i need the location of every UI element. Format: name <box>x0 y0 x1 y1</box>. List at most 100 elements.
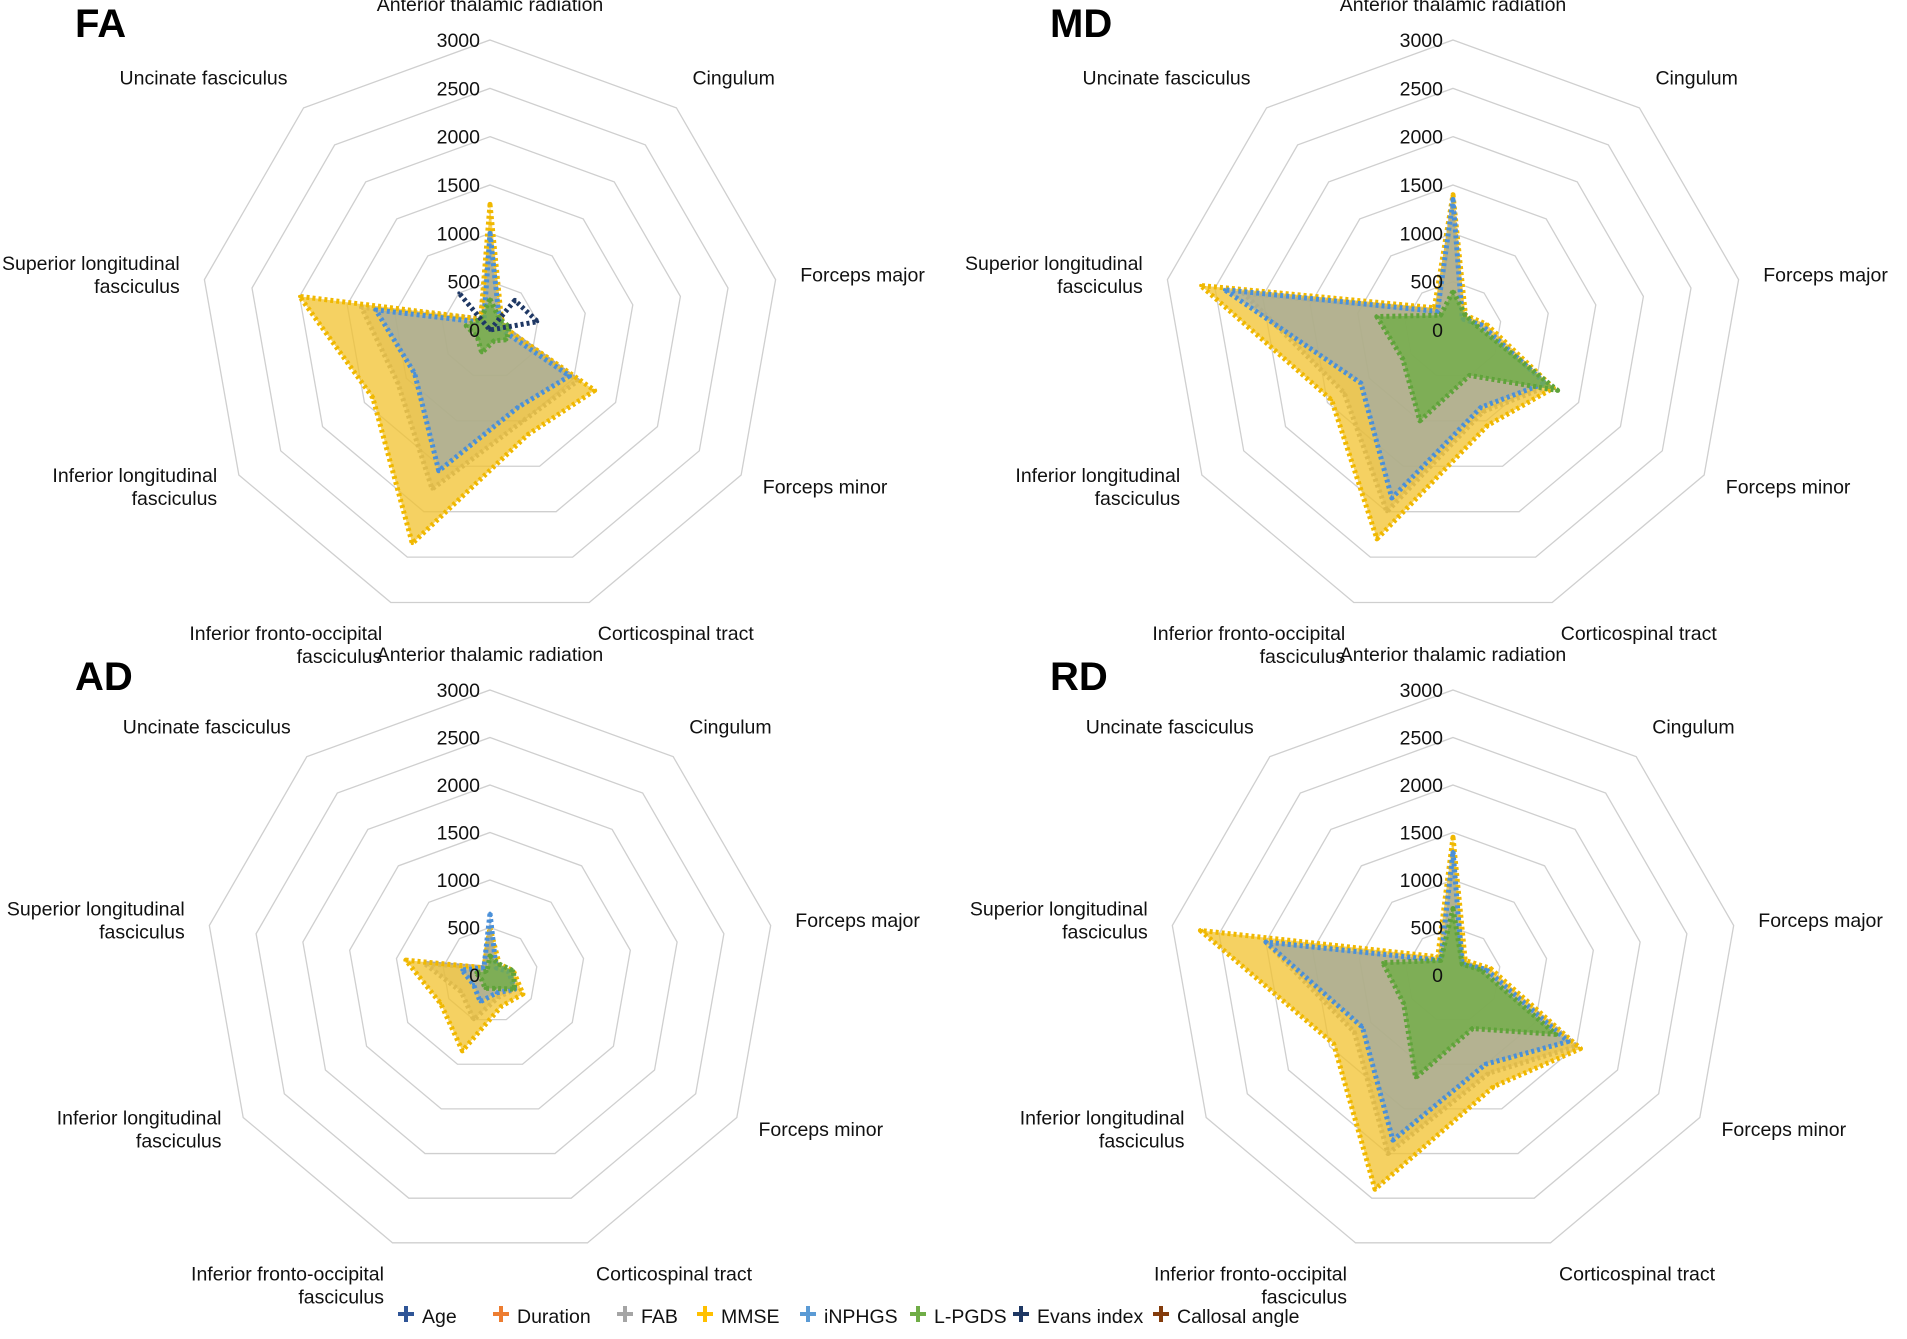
point-l-pgds-3 <box>511 969 515 973</box>
axis-label-line: Forceps minor <box>1721 1119 1846 1141</box>
point-inphgs-1 <box>1451 197 1455 202</box>
point-l-pgds-8 <box>1375 314 1379 319</box>
tick-label: 1000 <box>437 870 481 892</box>
axis-label-line: Inferior longitudinal <box>52 465 217 487</box>
point-l-pgds-6 <box>483 986 487 990</box>
axis-label-inferior-fronto-occipital-fasciculus: Inferior fronto-occipital fasciculus <box>189 623 382 668</box>
point-l-pgds-4 <box>505 338 509 342</box>
point-mmse-8 <box>1199 283 1203 288</box>
tick-label: 1000 <box>1400 223 1444 245</box>
legend-label: iNPHGS <box>824 1306 898 1328</box>
legend-marker <box>800 1306 816 1322</box>
tick-labels: 0 500 1000 1500 2000 2500 3000 <box>437 680 481 987</box>
axis-label-line: Inferior fronto-occipital <box>191 1263 384 1285</box>
point-inphgs-9 <box>482 966 486 970</box>
point-l-pgds-8 <box>474 970 478 975</box>
point-l-pgds-3 <box>1479 968 1483 972</box>
point-inphgs-8 <box>374 308 378 312</box>
point-inphgs-4 <box>1566 1039 1570 1044</box>
point-l-pgds-9 <box>485 969 489 973</box>
axis-label-forceps-major: Forceps major <box>795 910 920 932</box>
axis-label-uncinate-fasciculus: Uncinate fasciculus <box>1083 68 1251 90</box>
point-l-pgds-7 <box>480 978 484 982</box>
grid-ring <box>1171 689 1735 1244</box>
point-l-pgds-6 <box>1414 1076 1418 1080</box>
point-inphgs-6 <box>1390 496 1394 500</box>
point-mmse-5 <box>526 432 530 437</box>
axis-label-uncinate-fasciculus: Uncinate fasciculus <box>123 717 291 739</box>
point-l-pgds-6 <box>480 351 484 355</box>
point-inphgs-5 <box>1479 405 1483 409</box>
point-l-pgds-7 <box>475 335 480 339</box>
legend-label: Duration <box>517 1306 591 1328</box>
axis-label-cingulum: Cingulum <box>1655 68 1737 90</box>
axis-label-corticospinal-tract: Corticospinal tract <box>598 623 755 645</box>
legend-item-callosal-angle: Callosal angle <box>1153 1306 1300 1328</box>
axis-label-corticospinal-tract: Corticospinal tract <box>1561 623 1718 645</box>
axis-label-line: fasciculus <box>1261 1286 1347 1308</box>
tick-label: 0 <box>1432 965 1443 987</box>
point-l-pgds-9 <box>1439 958 1443 963</box>
axis-label-cingulum: Cingulum <box>692 68 774 90</box>
grid-ring <box>255 736 725 1199</box>
point-inphgs-8 <box>1222 288 1227 292</box>
axis-label-line: Inferior longitudinal <box>1015 465 1180 487</box>
legend-marker <box>493 1306 509 1322</box>
series-l-pgds-md <box>1374 288 1561 424</box>
point-inphgs-7 <box>1360 1025 1365 1029</box>
point-mmse-4 <box>1578 1047 1583 1051</box>
point-mmse-4 <box>593 388 597 393</box>
axis-label-line: Corticospinal tract <box>598 623 755 645</box>
legend-marker-v <box>623 1306 627 1322</box>
tick-label: 3000 <box>1400 30 1444 52</box>
point-inphgs-1 <box>488 911 492 915</box>
legend-item-evans-index: Evans index <box>1013 1306 1143 1328</box>
axis-label-line: fasciculus <box>1099 1131 1185 1153</box>
series-evans-index-fa <box>456 290 541 333</box>
point-l-pgds-2 <box>1460 962 1464 966</box>
axis-label-forceps-minor: Forceps minor <box>763 477 888 499</box>
legend-marker-v <box>404 1306 408 1322</box>
panel-title-fa: FA <box>75 2 126 46</box>
axis-label-line: fasciculus <box>99 922 185 944</box>
axis-label-line: fasciculus <box>1095 488 1181 510</box>
axis-label-line: Inferior fronto-occipital <box>1152 623 1345 645</box>
legend-item-age: Age <box>398 1306 457 1328</box>
point-l-pgds-7 <box>1401 357 1405 361</box>
axis-label-forceps-major: Forceps major <box>1758 910 1883 932</box>
panel-title-md: MD <box>1050 2 1112 46</box>
axis-label-line: Uncinate fasciculus <box>1086 717 1254 739</box>
axis-label-line: Forceps minor <box>758 1119 883 1141</box>
point-mmse-8 <box>404 958 408 962</box>
point-evans-index-8 <box>488 328 492 332</box>
tick-label: 1500 <box>437 823 481 845</box>
axis-label-superior-longitudinal-fasciculus: Superior longitudinal fasciculus <box>7 899 185 944</box>
point-evans-index-3 <box>535 320 540 324</box>
point-mmse-7 <box>439 1001 443 1006</box>
axis-labels: Anterior thalamic radiation Cingulum Force… <box>965 0 1888 668</box>
legend-marker-v <box>1159 1306 1163 1322</box>
point-inphgs-5 <box>494 991 499 995</box>
axis-label-inferior-fronto-occipital-fasciculus: Inferior fronto-occipital fasciculus <box>1154 1263 1347 1308</box>
point-l-pgds-6 <box>1418 419 1422 423</box>
point-mmse-1 <box>1451 193 1455 197</box>
axis-label-line: Anterior thalamic radiation <box>1340 0 1567 16</box>
point-l-pgds-4 <box>1556 388 1560 393</box>
axis-labels: Anterior thalamic radiation Cingulum Force… <box>970 644 1884 1308</box>
axis-label-forceps-minor: Forceps minor <box>758 1119 883 1141</box>
axis-label-anterior-thalamic-radiation: Anterior thalamic radiation <box>1340 644 1567 666</box>
point-l-pgds-5 <box>493 986 497 990</box>
legend-label: Age <box>422 1306 457 1328</box>
tick-label: 2000 <box>437 775 481 797</box>
axis-label-line: Cingulum <box>1652 717 1734 739</box>
axis-label-uncinate-fasciculus: Uncinate fasciculus <box>120 68 288 90</box>
legend-item-inphgs: iNPHGS <box>800 1306 898 1328</box>
tick-label: 1500 <box>437 175 481 197</box>
point-mmse-8 <box>298 294 302 299</box>
axis-label-line: Forceps minor <box>1726 477 1851 499</box>
legend-item-duration: Duration <box>493 1306 591 1328</box>
point-mmse-8 <box>1198 928 1202 933</box>
axis-label-inferior-fronto-occipital-fasciculus: Inferior fronto-occipital fasciculus <box>191 1263 384 1308</box>
